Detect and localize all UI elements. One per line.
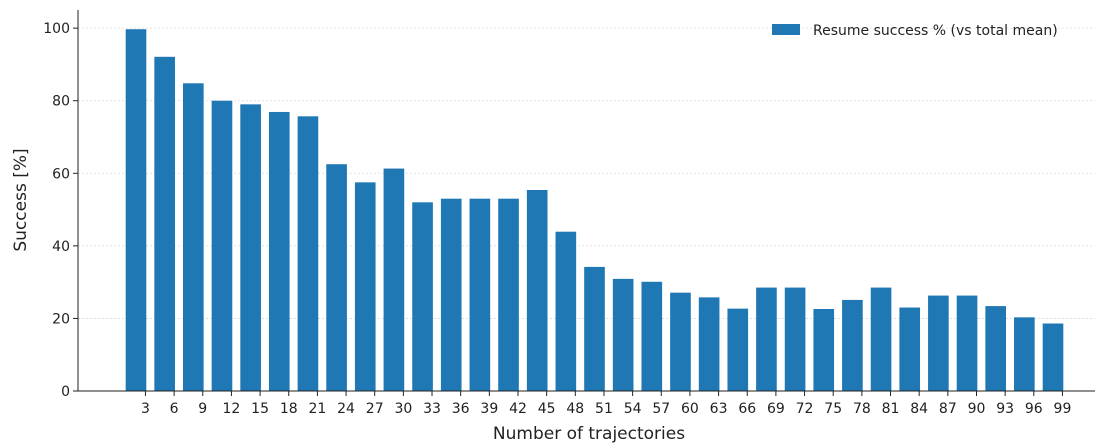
x-tick-label: 69: [767, 401, 785, 417]
y-axis-title: Success [%]: [11, 148, 31, 251]
bar: [813, 308, 835, 391]
bar: [985, 306, 1007, 391]
x-tick-label: 81: [882, 401, 900, 417]
bar: [928, 295, 949, 391]
bar: [727, 308, 749, 391]
x-tick-label: 66: [738, 401, 756, 417]
bar: [584, 266, 605, 391]
legend: Resume success % (vs total mean): [772, 23, 1058, 39]
x-tick-label: 84: [910, 401, 928, 417]
bar: [268, 111, 290, 391]
x-tick-label: 24: [337, 401, 355, 417]
bar: [698, 297, 720, 391]
x-tick-label: 51: [595, 401, 613, 417]
bar: [784, 287, 806, 391]
bar: [125, 29, 147, 392]
y-tick-label: 100: [43, 21, 70, 37]
x-tick-label: 75: [824, 401, 842, 417]
bar: [1014, 317, 1035, 391]
y-tick-label: 20: [52, 311, 70, 327]
x-tick-label: 15: [251, 401, 269, 417]
bar: [383, 168, 405, 391]
bar: [899, 307, 921, 391]
bar: [240, 104, 261, 391]
x-tick-label: 96: [1025, 401, 1043, 417]
bar: [842, 299, 863, 391]
x-tick-label: 30: [394, 401, 412, 417]
bar: [469, 198, 491, 391]
x-tick-label: 33: [423, 401, 441, 417]
x-tick-label: 48: [566, 401, 584, 417]
bar: [498, 198, 519, 391]
bar: [211, 100, 233, 391]
y-tick-label: 60: [52, 166, 70, 182]
x-tick-label: 87: [939, 401, 957, 417]
y-tick-label: 80: [52, 94, 70, 110]
x-tick-label: 3: [141, 401, 150, 417]
bar: [354, 182, 376, 391]
bar: [612, 278, 634, 391]
x-tick-label: 72: [796, 401, 814, 417]
x-tick-label: 36: [452, 401, 470, 417]
bar: [1042, 323, 1064, 391]
x-tick-label: 93: [996, 401, 1014, 417]
x-tick-label: 60: [681, 401, 699, 417]
bar: [326, 164, 347, 391]
x-tick-label: 54: [624, 401, 642, 417]
x-tick-label: 21: [308, 401, 326, 417]
legend-swatch: [772, 24, 800, 35]
x-tick-label: 57: [652, 401, 670, 417]
bar: [182, 83, 204, 391]
bar: [956, 295, 978, 391]
x-tick-label: 18: [280, 401, 298, 417]
bar: [555, 231, 577, 391]
axes: [77, 10, 1095, 392]
x-tick-label: 6: [170, 401, 179, 417]
bar: [154, 56, 175, 392]
bar: [641, 281, 663, 391]
x-tick-label: 12: [223, 401, 241, 417]
x-ticks: 3 6 9 12 15 18 21 24 27 30 33 36 39 42 45 48 51 54 57 60 63 6…: [141, 391, 1071, 417]
x-tick-label: 9: [198, 401, 207, 417]
bar: [756, 287, 777, 391]
bar: [526, 189, 548, 391]
x-tick-label: 63: [710, 401, 728, 417]
bar: [297, 116, 319, 392]
bar: [412, 202, 433, 391]
x-tick-label: 27: [366, 401, 384, 417]
x-tick-label: 99: [1054, 401, 1072, 417]
x-tick-label: 90: [968, 401, 986, 417]
legend-label: Resume success % (vs total mean): [813, 23, 1058, 39]
x-tick-label: 45: [538, 401, 556, 417]
x-tick-label: 78: [853, 401, 871, 417]
x-tick-label: 42: [509, 401, 527, 417]
x-tick-label: 39: [480, 401, 498, 417]
y-tick-label: 40: [52, 239, 70, 255]
x-axis-title: Number of trajectories: [493, 424, 685, 443]
bar: [440, 198, 462, 391]
bars: [125, 29, 1064, 392]
bar: [670, 292, 691, 391]
y-tick-label: 0: [61, 384, 70, 400]
bar: [870, 287, 892, 391]
y-ticks: 0 20 40 60 80 100: [43, 21, 78, 400]
